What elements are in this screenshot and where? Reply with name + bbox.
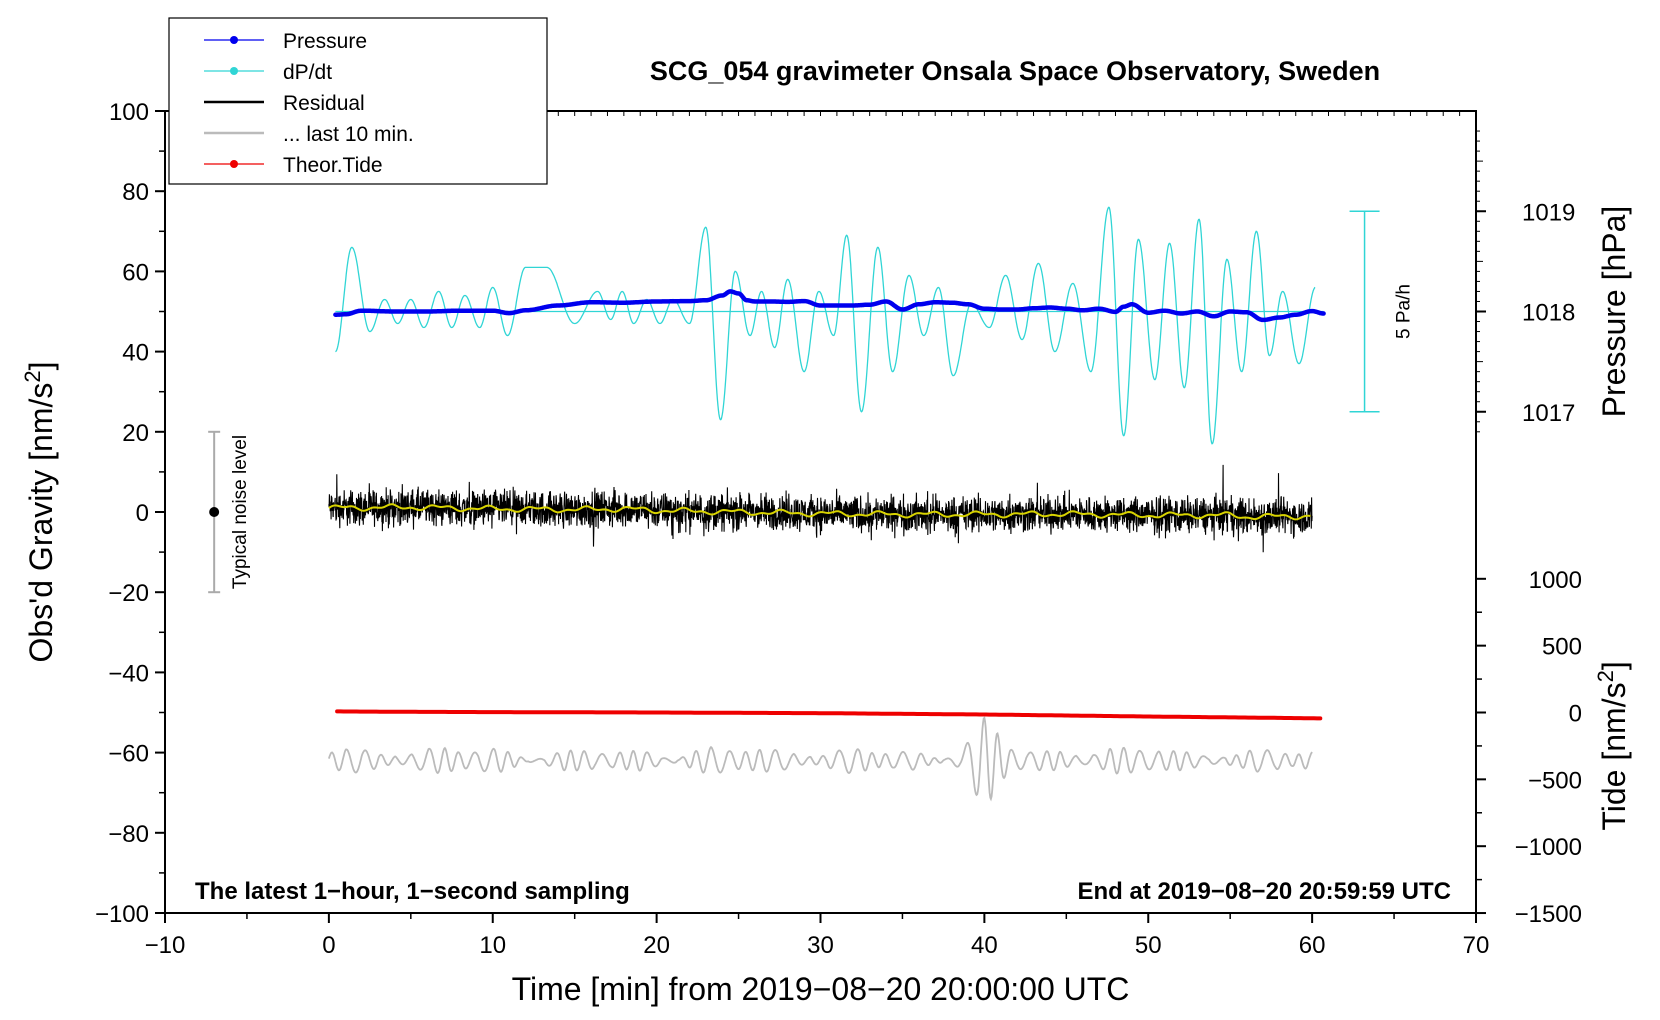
legend: Pressure dP/dt Residual ... last 10 min. The…: [168, 17, 548, 185]
x-tick-label: 30: [807, 932, 834, 959]
chart-title: SCG_054 gravimeter Onsala Space Observat…: [650, 56, 1380, 86]
pressure-axis-title: Pressure [hPa]: [1596, 206, 1632, 418]
x-tick-label: 20: [643, 932, 670, 959]
sampling-note: The latest 1−hour, 1−second sampling: [195, 878, 630, 905]
x-tick-label: 70: [1463, 932, 1490, 959]
y-tick-label: 60: [122, 259, 149, 286]
chart-layer-data: [328, 206, 1326, 802]
pressure-tick-label: 1019: [1522, 199, 1575, 226]
tide-tick-label: 500: [1542, 634, 1582, 661]
legend-label: Residual: [283, 92, 365, 115]
legend-label: Theor.Tide: [283, 154, 383, 177]
legend-label: Pressure: [283, 30, 367, 53]
pressure-series-line: [333, 289, 1326, 323]
y-tick-label: −60: [108, 741, 149, 768]
x-tick-label: 60: [1299, 932, 1326, 959]
y-tick-label: −40: [108, 660, 149, 687]
legend-marker: [230, 160, 238, 168]
x-tick-label: 40: [971, 932, 998, 959]
x-tick-label: 0: [322, 932, 335, 959]
y-tick-label: 100: [109, 99, 149, 126]
tide-tick-label: −1000: [1515, 834, 1582, 861]
dpdt-series-line: [335, 206, 1316, 445]
residual-series-line: [328, 464, 1313, 553]
residual-smoothed-line: [328, 503, 1311, 521]
y-tick-label: −80: [108, 821, 149, 848]
y-tick-label: −20: [108, 580, 149, 607]
x-axis-title: Time [min] from 2019−08−20 20:00:00 UTC: [512, 971, 1130, 1007]
x-tick-label: 10: [479, 932, 506, 959]
tide-axis-title: Tide [nm/s2]: [1593, 661, 1632, 830]
y-tick-label: −100: [95, 901, 149, 928]
scale-bar-label: 5 Pa/h: [1394, 284, 1415, 339]
x-tick-label: 50: [1135, 932, 1162, 959]
y-tick-label: 20: [122, 420, 149, 447]
noise-bar-dot: [209, 507, 220, 517]
y-tick-label: 40: [122, 340, 149, 367]
tide-tick-label: −1500: [1515, 901, 1582, 928]
legend-marker: [230, 67, 238, 75]
y-tick-label: 80: [122, 179, 149, 206]
legend-label: dP/dt: [283, 61, 332, 84]
y-axis-title: Obs'd Gravity [nm/s2]: [20, 361, 59, 662]
pressure-tick-label: 1018: [1522, 300, 1575, 327]
y-tick-label: 0: [136, 500, 149, 527]
tide-tick-label: −500: [1528, 767, 1582, 794]
x-tick-label: −10: [145, 932, 186, 959]
tide-tick-label: 1000: [1529, 567, 1582, 594]
end-time-note: End at 2019−08−20 20:59:59 UTC: [1077, 878, 1451, 905]
tide-series-line: [335, 709, 1323, 721]
legend-marker: [230, 36, 238, 44]
pressure-tick-label: 1017: [1522, 400, 1575, 427]
last-10-min-series-line: [328, 716, 1313, 802]
legend-label: ... last 10 min.: [283, 123, 414, 146]
chart-layer-axes: −10 0 10 20 30 40 50 60 70−100−80−60−40−20020406…: [20, 17, 1632, 1007]
tide-tick-label: 0: [1569, 701, 1582, 728]
noise-label: Typical noise level: [230, 435, 251, 589]
